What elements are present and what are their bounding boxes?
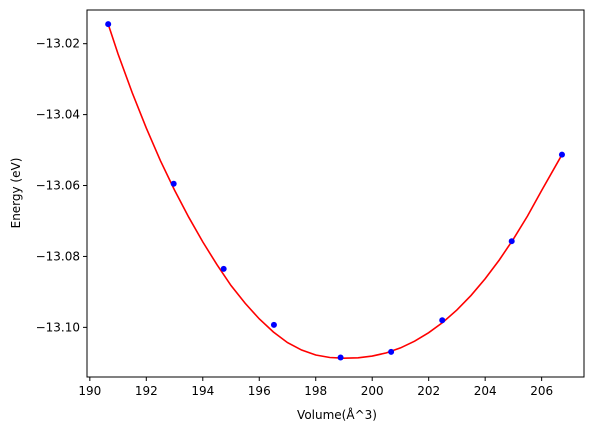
chart-axes: 190 192 194 196 198 200 202 204 206 −13.02 −13.04 −… <box>36 37 554 398</box>
x-tick-label: 202 <box>417 384 440 398</box>
y-tick-label: −13.04 <box>36 108 80 122</box>
plot-frame <box>86 9 585 378</box>
y-tick-label: −13.02 <box>36 37 80 51</box>
y-tick-label: −13.10 <box>36 320 80 334</box>
x-tick-label: 204 <box>474 384 497 398</box>
x-tick-label: 198 <box>304 384 327 398</box>
x-tick-label: 190 <box>78 384 101 398</box>
data-point <box>337 354 344 361</box>
data-point <box>558 151 565 158</box>
data-point <box>270 321 277 328</box>
data-point <box>439 317 446 324</box>
y-axis-label: Energy (eV) <box>9 158 23 229</box>
x-tick-label: 206 <box>530 384 553 398</box>
x-tick-label: 200 <box>361 384 384 398</box>
fit-curve <box>107 23 563 360</box>
x-axis-label: Volume(Å^3) <box>297 407 377 422</box>
y-tick-label: −13.06 <box>36 179 80 193</box>
x-tick-label: 192 <box>135 384 158 398</box>
y-tick-label: −13.08 <box>36 249 80 263</box>
x-tick-label: 194 <box>191 384 214 398</box>
x-tick-label: 196 <box>248 384 271 398</box>
data-point <box>220 265 227 272</box>
data-point <box>508 238 515 245</box>
data-point <box>388 348 395 355</box>
data-point <box>170 180 177 187</box>
chart-marks <box>105 21 565 361</box>
data-point <box>105 21 112 28</box>
plot-area <box>87 10 584 377</box>
